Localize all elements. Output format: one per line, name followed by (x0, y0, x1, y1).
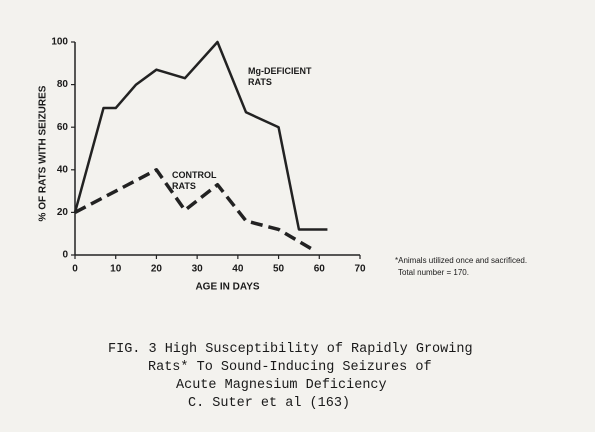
y-tick-label: 40 (57, 164, 69, 175)
caption: C. Suter et al (163) (188, 396, 351, 411)
series-label: CONTROL RATS (172, 170, 217, 191)
x-tick-label: 50 (273, 264, 285, 275)
x-tick-label: 70 (354, 264, 366, 275)
caption: Acute Magnesium Deficiency (176, 378, 387, 393)
x-tick-label: 0 (72, 264, 78, 275)
x-tick-label: 10 (110, 264, 122, 275)
y-tick-label: 20 (57, 207, 69, 218)
series-label: Mg-DEFICIENT RATS (248, 66, 312, 87)
x-tick-label: 60 (314, 264, 326, 275)
series-line (74, 168, 313, 251)
x-tick-label: 20 (151, 264, 163, 275)
footnote: Total number = 170. (398, 268, 469, 277)
series-line (73, 40, 328, 231)
x-tick-label: 40 (232, 264, 244, 275)
y-tick-label: 0 (62, 250, 68, 261)
footnote: *Animals utilized once and sacrificed. (395, 256, 528, 265)
caption: Rats* To Sound-Inducing Seizures of (148, 360, 432, 375)
x-axis-label: AGE IN DAYS (195, 282, 259, 293)
y-tick-label: 60 (57, 122, 69, 133)
caption: FIG. 3 High Susceptibility of Rapidly Gr… (108, 342, 473, 357)
y-tick-label: 100 (51, 37, 68, 48)
x-tick-label: 30 (192, 264, 204, 275)
y-tick-label: 80 (57, 79, 69, 90)
y-axis-label: % OF RATS WITH SEIZURES (38, 85, 49, 221)
